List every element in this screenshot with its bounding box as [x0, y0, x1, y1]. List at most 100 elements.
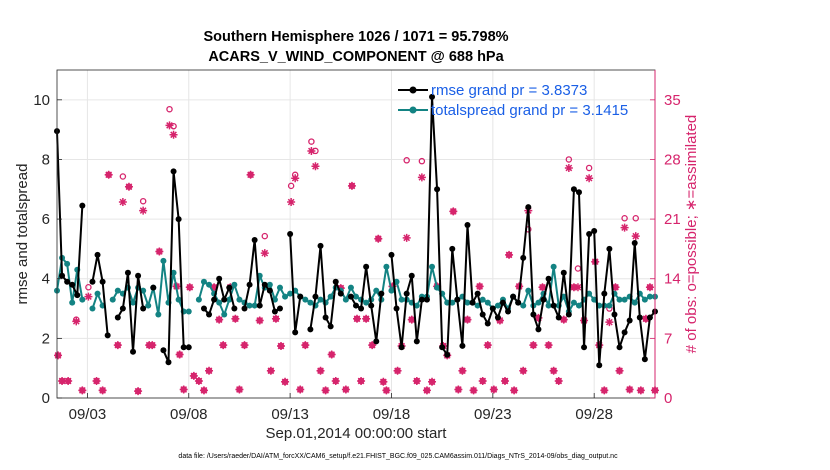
- obs-possible-marker: [621, 214, 628, 222]
- rmse-point: [434, 186, 441, 193]
- rmse-point: [525, 204, 532, 211]
- totalspread-point: [155, 311, 162, 318]
- obs-assimilated-marker: [585, 174, 594, 183]
- rmse-point: [332, 278, 339, 285]
- rmse-point: [307, 326, 314, 333]
- obs-assimilated-marker: [500, 376, 509, 385]
- rmse-point: [510, 293, 517, 300]
- obs-assimilated-marker: [573, 283, 582, 292]
- obs-assimilated-marker: [529, 341, 538, 350]
- rmse-point: [358, 305, 365, 312]
- rmse-point: [327, 323, 334, 330]
- totalspread-point: [560, 293, 567, 300]
- rmse-point: [393, 305, 400, 312]
- obs-assimilated-marker: [489, 385, 498, 394]
- totalspread-point: [282, 293, 289, 300]
- rmse-point: [631, 239, 638, 246]
- rmse-point: [388, 251, 395, 258]
- totalspread-point: [388, 287, 395, 294]
- rmse-point: [64, 278, 71, 285]
- obs-assimilated-marker: [148, 341, 157, 350]
- rmse-point: [555, 314, 562, 321]
- totalspread-point: [535, 299, 542, 306]
- rmse-point: [216, 275, 223, 282]
- obs-assimilated-marker: [495, 316, 504, 325]
- totalspread-point: [631, 299, 638, 306]
- obs-assimilated-marker: [469, 386, 478, 395]
- rmse-point: [449, 245, 456, 252]
- obs-assimilated-marker: [179, 385, 188, 394]
- obs-assimilated-marker: [72, 317, 81, 326]
- rmse-point: [586, 231, 593, 237]
- obs-assimilated-marker: [615, 366, 624, 375]
- data-file-footnote: data file: /Users/raeder/DAI/ATM_forcXX/…: [178, 453, 618, 460]
- totalspread-point: [641, 296, 648, 303]
- totalspread-point: [347, 284, 354, 291]
- rmse-point: [287, 231, 294, 237]
- rmse-point: [621, 329, 628, 336]
- obs-possible-marker: [85, 283, 92, 291]
- obs-assimilated-marker: [246, 170, 255, 179]
- totalspread-point: [236, 296, 243, 303]
- rmse-point: [439, 344, 446, 351]
- obs-possible-marker: [418, 157, 426, 165]
- obs-assimilated-marker: [625, 385, 634, 394]
- totalspread-point: [413, 302, 420, 309]
- rmse-point: [94, 251, 101, 258]
- rmse-point: [231, 305, 238, 312]
- totalspread-point: [525, 287, 532, 294]
- y-left-tick-label: 0: [42, 390, 50, 407]
- totalspread-point: [266, 281, 273, 288]
- obs-assimilated-marker: [64, 376, 73, 385]
- rmse-point: [297, 293, 304, 300]
- rmse-point: [59, 272, 66, 279]
- obs-possible-marker: [308, 138, 315, 145]
- obs-assimilated-marker: [347, 181, 356, 190]
- rmse-point: [570, 186, 577, 193]
- totalspread-point: [195, 296, 202, 303]
- rmse-point: [256, 302, 263, 309]
- rmse-point: [606, 245, 613, 252]
- obs-assimilated-marker: [600, 386, 609, 395]
- y-left-tick-label: 6: [42, 211, 50, 228]
- legend-totalspread-label: totalspread grand pr = 3.1415: [431, 102, 628, 119]
- rmse-point: [454, 296, 461, 303]
- totalspread-point: [606, 302, 613, 309]
- legend-rmse-marker: [409, 86, 417, 94]
- obs-assimilated-marker: [454, 385, 463, 394]
- obs-assimilated-marker: [84, 292, 93, 301]
- rmse-point: [114, 314, 121, 321]
- rmse-point: [423, 296, 430, 303]
- totalspread-point: [398, 296, 405, 303]
- obs-assimilated-marker: [362, 314, 371, 323]
- obs-assimilated-marker: [475, 282, 484, 291]
- rmse-point: [641, 356, 648, 363]
- rmse-point: [180, 344, 187, 351]
- obs-assimilated-marker: [357, 376, 366, 385]
- obs-possible-marker: [585, 164, 593, 172]
- obs-assimilated-marker: [505, 250, 514, 259]
- rmse-point: [170, 168, 177, 175]
- totalspread-point: [591, 296, 598, 303]
- totalspread-point: [621, 296, 628, 303]
- totalspread-point: [94, 290, 101, 297]
- obs-assimilated-marker: [124, 182, 133, 191]
- rmse-point: [459, 342, 466, 349]
- rmse-point: [616, 344, 623, 351]
- rmse-point: [211, 296, 218, 303]
- totalspread-point: [69, 299, 76, 306]
- obs-assimilated-marker: [388, 282, 397, 291]
- obs-assimilated-marker: [139, 206, 148, 215]
- obs-assimilated-marker: [134, 387, 143, 396]
- plot-area: [57, 70, 655, 398]
- obs-assimilated-marker: [281, 377, 290, 386]
- rmse-point: [484, 320, 491, 327]
- obs-possible-marker: [139, 197, 147, 205]
- totalspread-point: [363, 299, 370, 306]
- rmse-point: [378, 290, 385, 297]
- rmse-point: [312, 293, 319, 300]
- rmse-point: [601, 290, 608, 297]
- obs-assimilated-marker: [194, 376, 203, 385]
- obs-assimilated-marker: [641, 314, 650, 323]
